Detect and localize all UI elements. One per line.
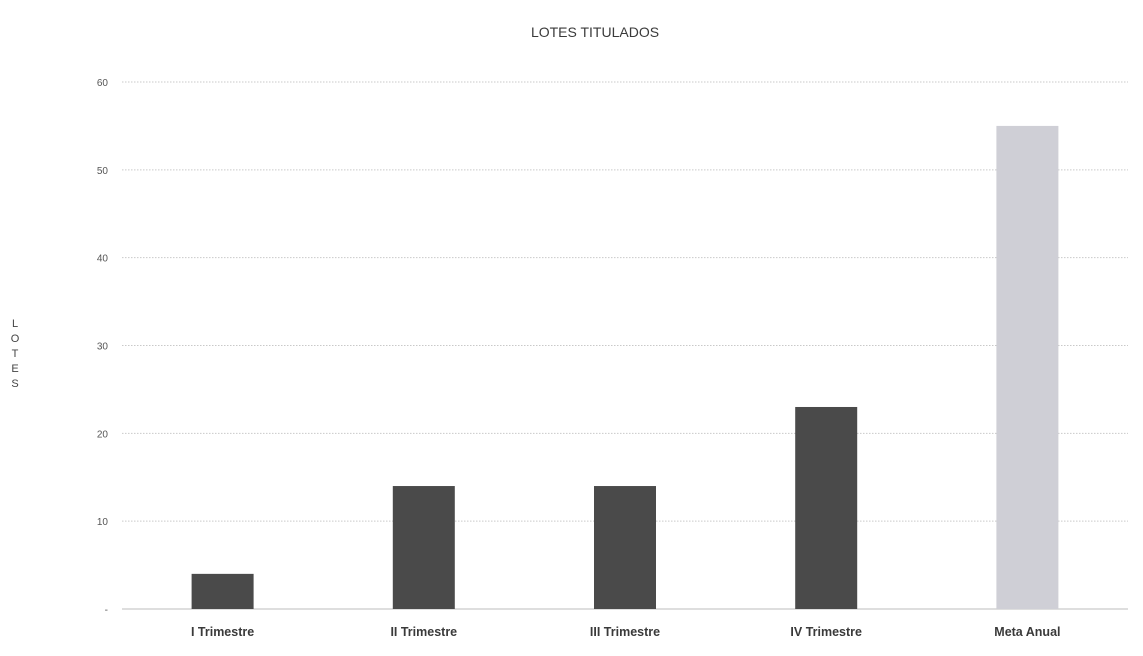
- y-axis-label: LOTES: [11, 318, 20, 390]
- x-category-label: IV Trimestre: [790, 625, 862, 639]
- x-category-label: III Trimestre: [590, 625, 660, 639]
- y-tick-label: -: [105, 605, 108, 616]
- y-tick-label: 10: [97, 517, 109, 528]
- y-axis-ticks: - 10 20 30 40 50 60: [97, 78, 109, 616]
- y-axis-label-letter: O: [11, 333, 20, 345]
- chart-title: LOTES TITULADOS: [531, 24, 659, 40]
- bar-meta-anual: [996, 125, 1059, 610]
- bar-iv-trimestre: [795, 406, 858, 609]
- y-axis-label-letter: S: [11, 378, 18, 390]
- y-tick-label: 20: [97, 429, 109, 440]
- y-axis-label-letter: E: [11, 363, 18, 375]
- x-category-label: Meta Anual: [994, 625, 1060, 639]
- y-axis-label-letter: T: [12, 348, 19, 360]
- x-category-label: I Trimestre: [191, 625, 254, 639]
- y-tick-label: 30: [97, 342, 109, 353]
- y-tick-label: 60: [97, 78, 109, 89]
- bars: [191, 125, 1059, 610]
- bar-ii-trimestre: [392, 486, 455, 609]
- x-axis-labels: I Trimestre II Trimestre III Trimestre IV T…: [191, 625, 1061, 639]
- bar-iii-trimestre: [594, 486, 656, 609]
- y-axis-label-letter: L: [12, 318, 18, 330]
- y-tick-label: 50: [97, 166, 109, 177]
- y-tick-label: 40: [97, 254, 109, 265]
- bar-i-trimestre: [191, 573, 254, 609]
- x-category-label: II Trimestre: [390, 625, 457, 639]
